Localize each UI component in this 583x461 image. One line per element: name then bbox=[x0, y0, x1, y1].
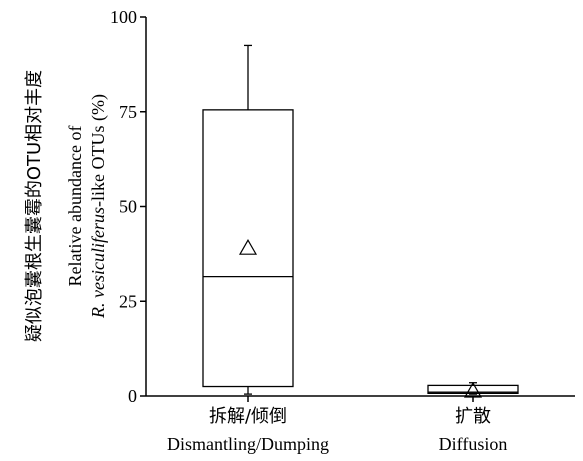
y-axis-label-en-line2: R. vesiculiferus-like OTUs (%) bbox=[88, 94, 109, 319]
y-axis-label-en-line1: Relative abundance of bbox=[65, 126, 85, 287]
y-axis-label-suffix: -like OTUs (%) bbox=[88, 94, 109, 207]
y-axis-label-zh: 疑似泡囊根生囊霉的OTU相对丰度 bbox=[24, 70, 45, 342]
box-2 bbox=[427, 381, 519, 398]
x-category-label-en: Dismantling/Dumping bbox=[167, 434, 329, 454]
y-tick-label: 100 bbox=[110, 7, 137, 27]
box-1 bbox=[202, 44, 294, 395]
x-category-labels: 拆解/倾倒 Dismantling/Dumping 扩散 Diffusion bbox=[167, 396, 507, 454]
x-category-label-zh: 扩散 bbox=[455, 406, 491, 427]
y-axis-label: 疑似泡囊根生囊霉的OTU相对丰度 Relative abundance of R… bbox=[24, 70, 109, 342]
box-iqr bbox=[427, 384, 519, 394]
y-tick-label: 25 bbox=[119, 291, 137, 311]
y-tick-label: 75 bbox=[119, 102, 137, 122]
y-axis-label-species: R. vesiculiferus bbox=[88, 207, 108, 319]
x-category-label-zh: 拆解/倾倒 bbox=[209, 406, 287, 427]
y-ticks: 0 25 50 75 100 bbox=[110, 7, 146, 406]
boxes bbox=[202, 44, 519, 398]
plot-area: 0 25 50 75 100 拆解/倾倒 Dismantling/Dumping 扩散 Dif… bbox=[110, 7, 575, 454]
box-iqr bbox=[202, 109, 294, 388]
x-category-label-en: Diffusion bbox=[439, 434, 508, 454]
y-tick-label: 50 bbox=[119, 197, 137, 217]
mean-marker bbox=[238, 238, 258, 255]
y-tick-label: 0 bbox=[128, 386, 137, 406]
